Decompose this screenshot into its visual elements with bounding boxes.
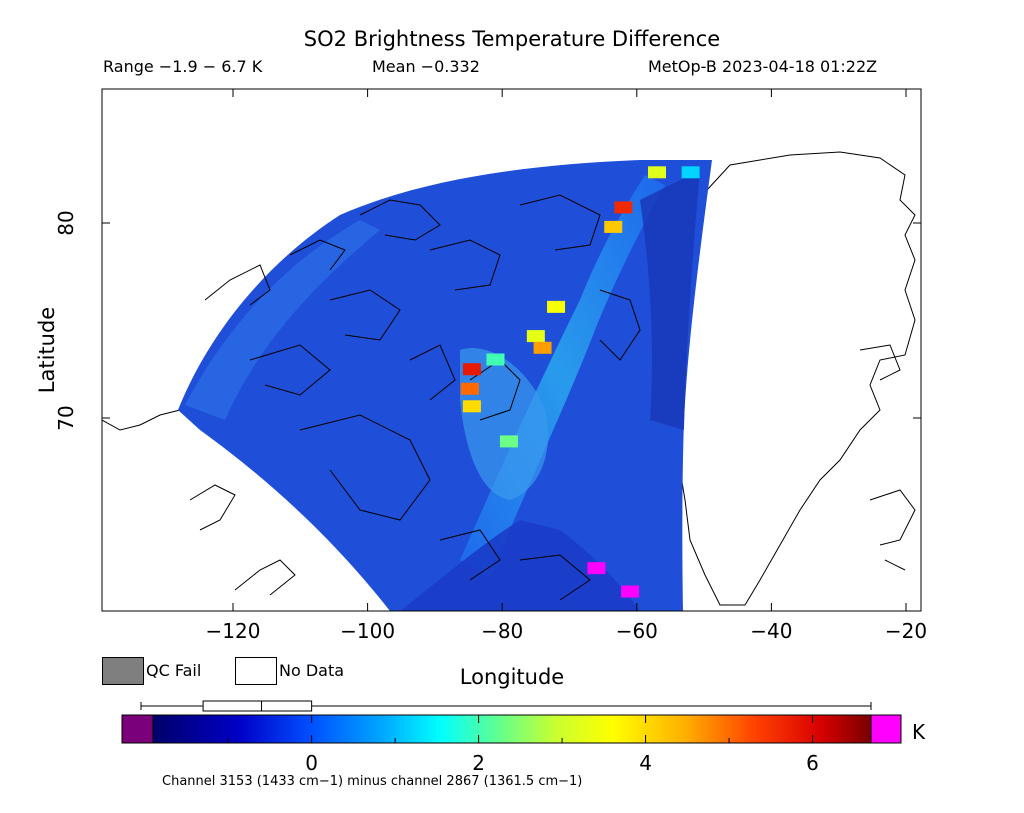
- qc-fail-label: QC Fail: [146, 661, 202, 680]
- y-tick-label: 70: [54, 405, 78, 431]
- baffin-region: [460, 348, 549, 500]
- colorbar-tick-label: 6: [806, 751, 819, 775]
- east-swath-dark: [640, 170, 700, 430]
- so2-hotspot: [460, 382, 479, 395]
- x-tick-label: −80: [481, 619, 524, 643]
- y-tick-label: 80: [54, 210, 78, 236]
- so2-hotspot: [526, 330, 545, 343]
- colorbar-boxplot: [140, 700, 872, 712]
- colorbar-ticks: [227, 715, 814, 743]
- so2-hotspots: [460, 166, 700, 598]
- so2-hotspot: [462, 400, 481, 413]
- so2-hotspot: [604, 220, 623, 233]
- greenland-coastline: [679, 151, 916, 606]
- chart-title: SO2 Brightness Temperature Difference: [303, 27, 721, 51]
- swath-band-west: [185, 220, 380, 420]
- x-tick-label: −40: [750, 619, 793, 643]
- no-data-swatch: [235, 657, 277, 685]
- satellite-timestamp: MetOp-B 2023-04-18 01:22Z: [648, 57, 878, 76]
- colorbar-below-swatch: [121, 714, 154, 744]
- axis-ticks: [102, 89, 921, 611]
- x-tick-label: −60: [615, 619, 658, 643]
- so2-hotspot: [614, 201, 633, 214]
- x-axis-label: Longitude: [459, 665, 565, 689]
- plot-frame: [101, 88, 922, 612]
- alaska-coastline: [102, 409, 296, 596]
- range-stat: Range −1.9 − 6.7 K: [103, 57, 263, 76]
- y-axis-label: Latitude: [35, 306, 59, 394]
- colorbar-tick-label: 0: [305, 751, 318, 775]
- southern-swath-dark: [400, 520, 640, 611]
- so2-hotspot: [547, 300, 566, 313]
- so2-hotspot: [587, 562, 606, 575]
- boxplot-box: [202, 700, 313, 712]
- no-data-label: No Data: [279, 661, 345, 680]
- mean-stat: Mean −0.332: [372, 57, 480, 76]
- qc-fail-swatch: [102, 657, 144, 685]
- x-tick-label: −120: [205, 619, 261, 643]
- so2-hotspot: [647, 166, 666, 179]
- east-coast-islands: [859, 344, 916, 571]
- colorbar-tick-label: 2: [472, 751, 485, 775]
- colorbar-caption: Channel 3153 (1433 cm−1) minus channel 2…: [162, 774, 583, 789]
- so2-hotspot: [462, 363, 481, 376]
- x-tick-label: −100: [340, 619, 396, 643]
- so2-hotspot: [486, 353, 505, 366]
- colorbar-tick-label: 4: [639, 751, 652, 775]
- so2-hotspot: [621, 585, 640, 598]
- archipelago-coastlines: [204, 194, 641, 601]
- so2-hotspot: [681, 166, 700, 179]
- colorbar-gradient: [152, 714, 872, 744]
- so2-hotspot: [499, 435, 518, 448]
- colorbar-unit: K: [912, 720, 926, 744]
- x-tick-label: −20: [884, 619, 928, 643]
- so2-hotspot: [533, 341, 552, 354]
- colorbar-above-swatch: [870, 714, 902, 744]
